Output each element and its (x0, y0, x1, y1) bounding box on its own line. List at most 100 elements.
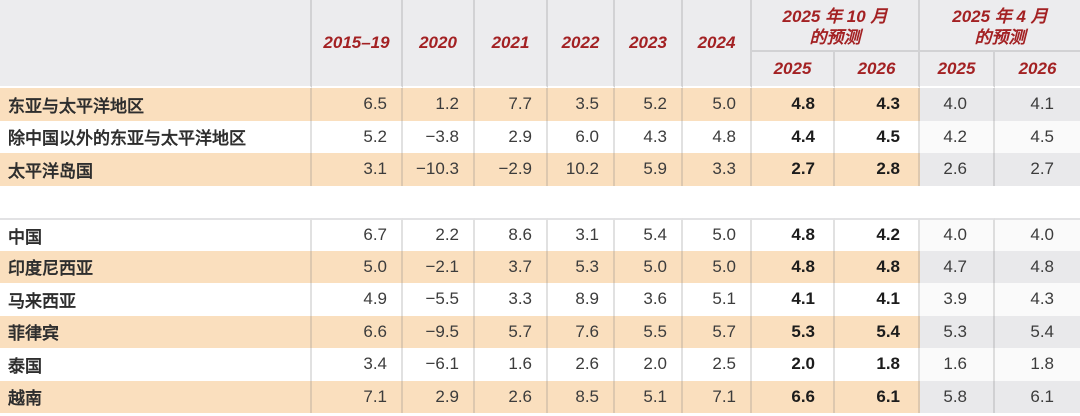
value-cell-2022: 10.2 (548, 153, 615, 186)
col-header-2023: 2023 (615, 0, 683, 88)
value-cell-2023: 5.4 (615, 218, 683, 251)
row-label: 印度尼西亚 (0, 250, 312, 283)
value-cell-oct-2025: 4.4 (752, 120, 835, 153)
row-label: 越南 (0, 380, 312, 413)
value-cell-2021: 2.6 (475, 380, 548, 413)
value-cell-2020: 2.9 (403, 380, 475, 413)
value-cell-oct-2025: 2.0 (752, 348, 835, 381)
col-header-apr-2026: 2026 (995, 52, 1080, 88)
value-cell-apr-2026: 5.4 (995, 315, 1080, 348)
value-cell-2021: 3.3 (475, 283, 548, 316)
value-cell-apr-2025: 2.6 (920, 153, 995, 186)
value-cell-2015-19: 5.0 (312, 250, 403, 283)
value-cell-2024: 5.0 (683, 218, 752, 251)
value-cell-2023: 3.6 (615, 283, 683, 316)
value-cell-apr-2025: 4.7 (920, 250, 995, 283)
value-cell-oct-2026: 4.5 (835, 120, 920, 153)
value-cell-apr-2025: 4.0 (920, 88, 995, 121)
value-cell-2023: 4.3 (615, 120, 683, 153)
value-cell-2023: 5.1 (615, 380, 683, 413)
value-cell-apr-2026: 2.7 (995, 153, 1080, 186)
value-cell-oct-2026: 2.8 (835, 153, 920, 186)
value-cell-2024: 5.1 (683, 283, 752, 316)
value-cell-apr-2026: 4.0 (995, 218, 1080, 251)
value-cell-2024: 5.0 (683, 250, 752, 283)
col-header-oct-2026: 2026 (835, 52, 920, 88)
value-cell-oct-2025: 4.8 (752, 218, 835, 251)
value-cell-2023: 5.2 (615, 88, 683, 121)
col-header-2022: 2022 (548, 0, 615, 88)
value-cell-2020: 2.2 (403, 218, 475, 251)
value-cell-apr-2026: 6.1 (995, 380, 1080, 413)
value-cell-apr-2026: 4.8 (995, 250, 1080, 283)
row-label: 泰国 (0, 348, 312, 381)
group-title-line2: 的预测 (974, 28, 1026, 47)
value-cell-2020: −9.5 (403, 315, 475, 348)
value-cell-2021: 3.7 (475, 250, 548, 283)
value-cell-2021: 8.6 (475, 218, 548, 251)
value-cell-2022: 7.6 (548, 315, 615, 348)
value-cell-2021: 2.9 (475, 120, 548, 153)
value-cell-apr-2026: 4.5 (995, 120, 1080, 153)
value-cell-2020: −3.8 (403, 120, 475, 153)
value-cell-2022: 3.5 (548, 88, 615, 121)
value-cell-2023: 2.0 (615, 348, 683, 381)
value-cell-oct-2025: 4.8 (752, 250, 835, 283)
value-cell-2022: 8.5 (548, 380, 615, 413)
value-cell-2015-19: 3.1 (312, 153, 403, 186)
value-cell-2020: −10.3 (403, 153, 475, 186)
value-cell-apr-2025: 5.3 (920, 315, 995, 348)
value-cell-2022: 3.1 (548, 218, 615, 251)
group-separator (0, 185, 1080, 218)
value-cell-apr-2025: 1.6 (920, 348, 995, 381)
group-title-line1: 2025 年 10 月 (782, 7, 888, 26)
value-cell-2022: 8.9 (548, 283, 615, 316)
col-header-region-blank (0, 0, 312, 88)
value-cell-apr-2025: 4.0 (920, 218, 995, 251)
value-cell-apr-2025: 5.8 (920, 380, 995, 413)
value-cell-apr-2025: 3.9 (920, 283, 995, 316)
row-label: 东亚与太平洋地区 (0, 88, 312, 121)
value-cell-oct-2026: 5.4 (835, 315, 920, 348)
value-cell-2022: 6.0 (548, 120, 615, 153)
group-title-line1: 2025 年 4 月 (952, 7, 1048, 26)
value-cell-apr-2025: 4.2 (920, 120, 995, 153)
value-cell-oct-2025: 6.6 (752, 380, 835, 413)
value-cell-2020: −5.5 (403, 283, 475, 316)
value-cell-2015-19: 5.2 (312, 120, 403, 153)
group-title-line2: 的预测 (809, 28, 861, 47)
value-cell-oct-2026: 6.1 (835, 380, 920, 413)
value-cell-2024: 4.8 (683, 120, 752, 153)
value-cell-2022: 2.6 (548, 348, 615, 381)
value-cell-2023: 5.9 (615, 153, 683, 186)
col-header-apr-2025: 2025 (920, 52, 995, 88)
value-cell-2024: 2.5 (683, 348, 752, 381)
value-cell-oct-2025: 4.1 (752, 283, 835, 316)
value-cell-2015-19: 6.5 (312, 88, 403, 121)
row-label: 除中国以外的东亚与太平洋地区 (0, 120, 312, 153)
value-cell-2024: 5.0 (683, 88, 752, 121)
row-label: 马来西亚 (0, 283, 312, 316)
value-cell-2024: 5.7 (683, 315, 752, 348)
value-cell-2022: 5.3 (548, 250, 615, 283)
value-cell-oct-2025: 2.7 (752, 153, 835, 186)
value-cell-apr-2026: 1.8 (995, 348, 1080, 381)
value-cell-2015-19: 6.7 (312, 218, 403, 251)
value-cell-oct-2026: 4.8 (835, 250, 920, 283)
value-cell-2024: 7.1 (683, 380, 752, 413)
value-cell-2020: −2.1 (403, 250, 475, 283)
value-cell-2020: −6.1 (403, 348, 475, 381)
value-cell-oct-2026: 4.2 (835, 218, 920, 251)
col-header-2024: 2024 (683, 0, 752, 88)
value-cell-2021: −2.9 (475, 153, 548, 186)
row-label: 中国 (0, 218, 312, 251)
col-header-2020: 2020 (403, 0, 475, 88)
value-cell-2023: 5.5 (615, 315, 683, 348)
value-cell-apr-2026: 4.1 (995, 88, 1080, 121)
value-cell-2015-19: 6.6 (312, 315, 403, 348)
value-cell-2015-19: 3.4 (312, 348, 403, 381)
value-cell-oct-2026: 4.1 (835, 283, 920, 316)
value-cell-2021: 5.7 (475, 315, 548, 348)
value-cell-2024: 3.3 (683, 153, 752, 186)
